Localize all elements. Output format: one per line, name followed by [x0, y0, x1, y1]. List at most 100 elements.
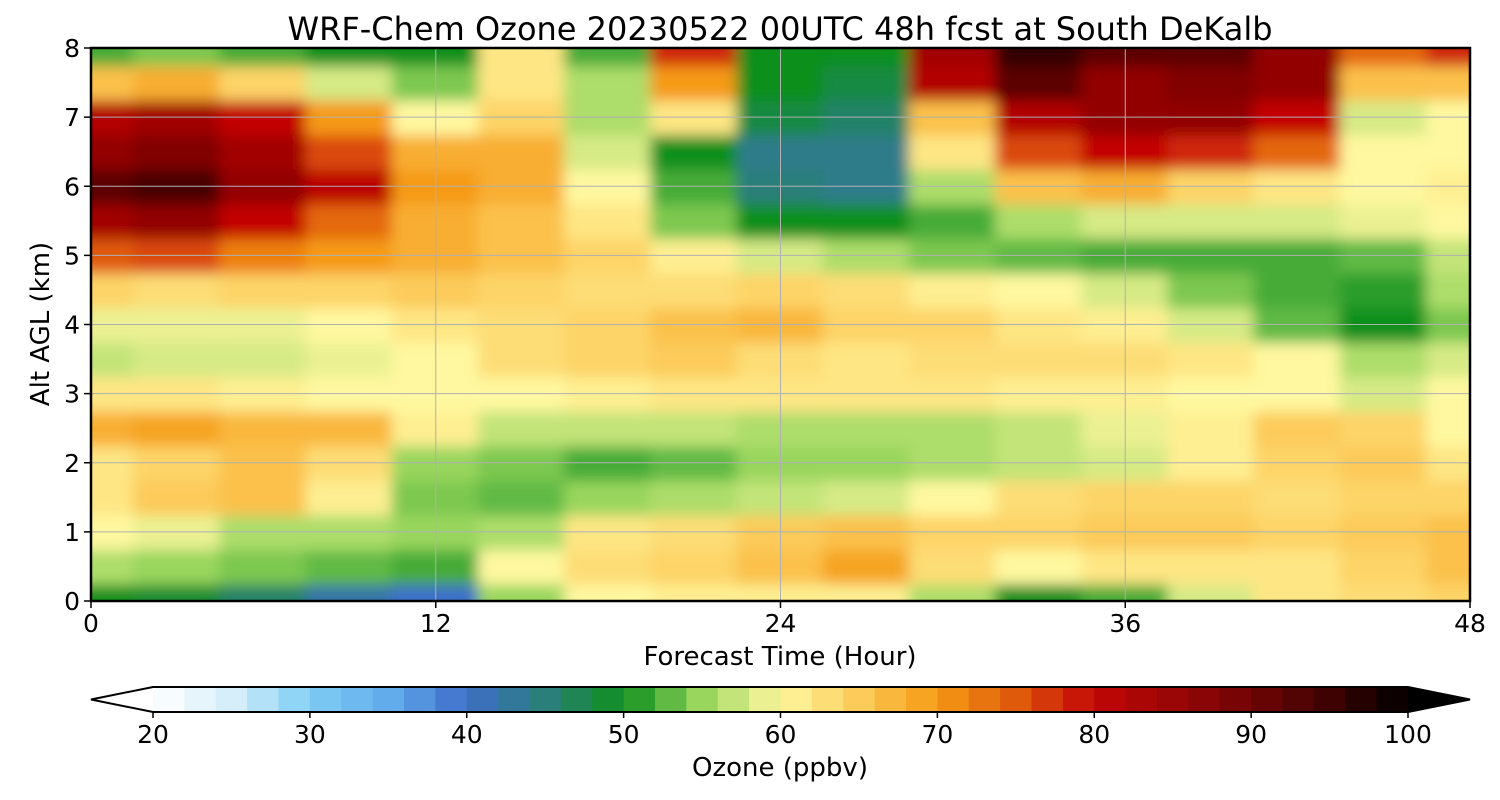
heatmap-cell [908, 479, 997, 516]
heatmap-cell [564, 133, 653, 170]
heatmap-cell [477, 340, 567, 378]
heatmap-cell [305, 479, 394, 516]
heatmap-cell [822, 133, 911, 170]
heatmap-cell [822, 582, 911, 601]
heatmap-cell [1339, 340, 1428, 378]
heatmap-cell [219, 64, 308, 101]
colorbar-swatch [717, 687, 750, 712]
colorbar-swatch [184, 687, 217, 712]
colorbar-swatch [592, 687, 625, 712]
y-tick-label: 4 [64, 311, 80, 340]
heatmap-cell [305, 548, 394, 585]
heatmap-cell [305, 582, 394, 601]
heatmap-cell [305, 271, 394, 309]
heatmap-cell [1167, 202, 1256, 240]
heatmap-cell [564, 64, 653, 101]
chart-title: WRF-Chem Ozone 20230522 00UTC 48h fcst a… [287, 10, 1272, 48]
heatmap-cell [1167, 582, 1256, 601]
heatmap-cell [564, 340, 653, 378]
heatmap-cell [219, 202, 308, 240]
x-tick-label: 48 [1454, 609, 1486, 638]
heatmap-cell [822, 202, 911, 240]
heatmap-cell [477, 48, 567, 67]
colorbar-swatch [874, 687, 907, 712]
colorbar-swatch [247, 687, 280, 712]
heatmap-cell [1167, 133, 1256, 170]
heatmap-cell [908, 202, 997, 240]
x-tick-label: 0 [83, 609, 99, 638]
colorbar-swatch [1125, 687, 1158, 712]
heatmap-cell [650, 133, 739, 170]
heatmap-cell [477, 409, 567, 447]
colorbar-tick-label: 20 [137, 720, 169, 749]
colorbar-swatch [1313, 687, 1346, 712]
y-tick-label: 5 [64, 241, 80, 270]
colorbar-swatch [372, 687, 405, 712]
heatmap-cell [91, 64, 136, 101]
heatmap-cell [822, 64, 911, 101]
heatmap-cell [822, 409, 911, 447]
x-axis-ticks: 0 12 24 36 48 [83, 601, 1486, 638]
heatmap-cell [1425, 582, 1470, 601]
heatmap-cell [822, 548, 911, 585]
heatmap-cell [564, 409, 653, 447]
heatmap-cell [91, 409, 136, 447]
heatmap-cell [564, 202, 653, 240]
heatmap-cell [1167, 48, 1256, 67]
heatmap-cell [994, 133, 1084, 170]
heatmap-cell [1167, 479, 1256, 516]
heatmap-cell [133, 133, 222, 170]
colorbar-swatch [1000, 687, 1033, 712]
x-axis-label: Forecast Time (Hour) [643, 642, 916, 672]
heatmap-cell [822, 48, 911, 67]
heatmap-cell [1167, 64, 1256, 101]
heatmap-cell [994, 64, 1084, 101]
colorbar-extend-low [91, 687, 153, 712]
heatmap-cell [994, 202, 1084, 240]
colorbar-tick-label: 40 [451, 720, 483, 749]
heatmap-cell [994, 48, 1084, 67]
heatmap-cell [133, 582, 222, 601]
heatmap-cell [1167, 409, 1256, 447]
heatmap-cell [1253, 340, 1342, 378]
colorbar-swatch [655, 687, 687, 712]
colorbar-tick-label: 90 [1235, 720, 1267, 749]
heatmap-cell [305, 64, 394, 101]
colorbar-swatch [560, 687, 593, 712]
colorbar-extend-high [1408, 687, 1470, 712]
heatmap-cell [650, 48, 739, 67]
heatmap-cell [219, 340, 308, 378]
colorbar-swatch [1062, 687, 1095, 712]
heatmap-cell [1253, 409, 1342, 447]
colorbar-tick-label: 80 [1078, 720, 1110, 749]
y-tick-label: 3 [64, 380, 80, 409]
colorbar-swatch [686, 687, 719, 712]
y-tick-label: 0 [64, 587, 80, 616]
heatmap-cell [1253, 479, 1342, 516]
heatmap-cell [133, 271, 222, 309]
colorbar-swatch [529, 687, 562, 712]
heatmap-cell [477, 582, 567, 601]
heatmap-cell [477, 202, 567, 240]
heatmap-cell [133, 64, 222, 101]
colorbar-swatch [1251, 687, 1284, 712]
heatmap-cell [994, 548, 1084, 585]
heatmap-cell [1339, 548, 1428, 585]
heatmap-cell [91, 48, 136, 67]
heatmap-cell [305, 48, 394, 67]
heatmap-cell [305, 340, 394, 378]
heatmap-cell [1253, 133, 1342, 170]
heatmap-cell [133, 479, 222, 516]
heatmap-cell [1167, 548, 1256, 585]
heatmap-cell [91, 271, 136, 309]
heatmap-cell [219, 548, 308, 585]
colorbar-swatch [1031, 687, 1064, 712]
colorbar-swatch [404, 687, 436, 712]
colorbar-tick-label: 70 [921, 720, 953, 749]
heatmap-cell [564, 548, 653, 585]
heatmap-cell [305, 202, 394, 240]
heatmap-cell [1425, 479, 1470, 516]
heatmap-cell [1339, 64, 1428, 101]
colorbar-swatch [1282, 687, 1315, 712]
